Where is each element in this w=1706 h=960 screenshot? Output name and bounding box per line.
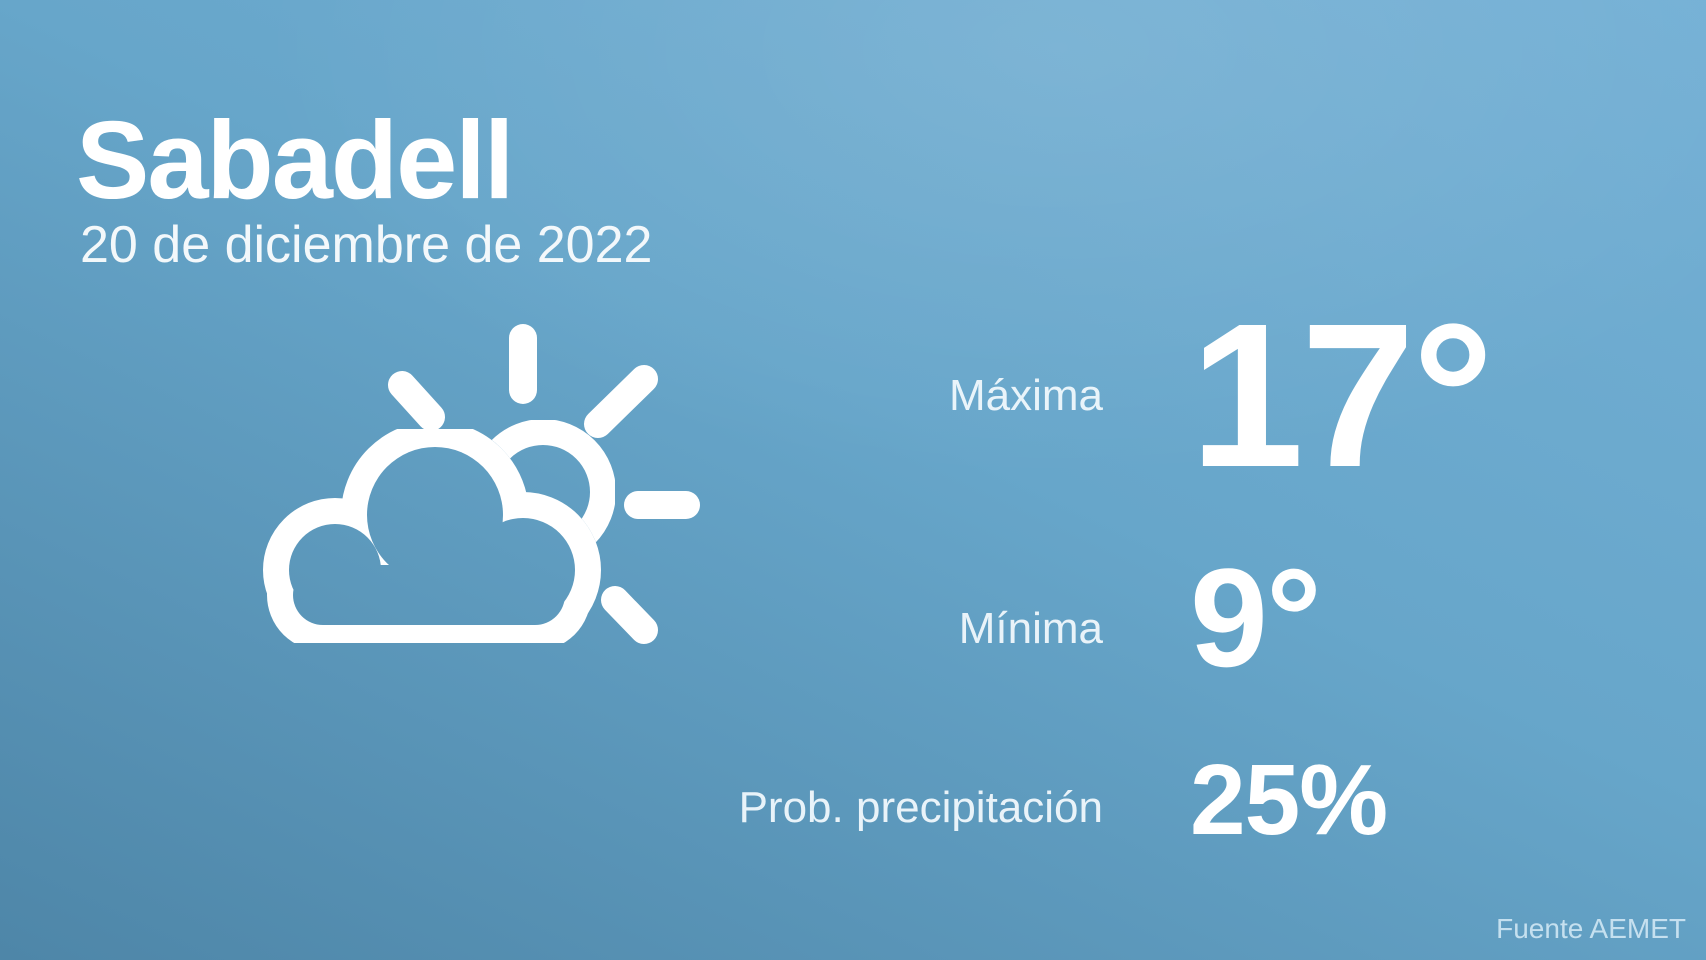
min-temp-label: Mínima — [958, 604, 1103, 653]
precipitation-probability-label: Prob. precipitación — [738, 783, 1103, 832]
cloud-outline — [263, 421, 601, 651]
min-temp-value: 9° — [1190, 539, 1322, 696]
sun-rays — [388, 324, 700, 644]
sun-behind-clouds-icon — [263, 324, 700, 651]
date-text: 20 de diciembre de 2022 — [80, 216, 653, 274]
data-source-credit: Fuente AEMET — [1496, 913, 1686, 944]
page-title: Sabadell — [76, 99, 514, 222]
max-temp-value: 17° — [1190, 281, 1494, 510]
precipitation-probability-value: 25% — [1190, 744, 1388, 856]
max-temp-label: Máxima — [948, 371, 1103, 420]
